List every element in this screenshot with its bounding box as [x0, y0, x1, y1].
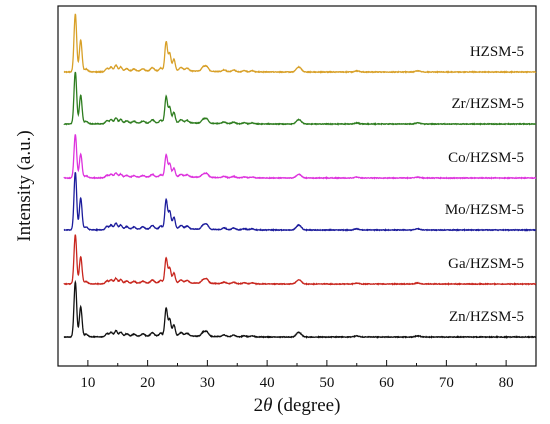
- x-tick-label: 30: [200, 375, 215, 391]
- x-tick-label: 60: [379, 375, 394, 391]
- series-label: Mo/HZSM-5: [445, 202, 524, 218]
- series-line: [63, 234, 537, 286]
- series-labels: HZSM-5 Zr/HZSM-5 Co/HZSM-5 Mo/HZSM-5 Ga/HZSM…: [445, 44, 524, 325]
- x-axis-ticks: 10 20 30 40 50 60 70 80: [57, 360, 537, 391]
- x-axis-label: 2θ (degree): [254, 395, 341, 416]
- series-line: [63, 13, 537, 74]
- x-tick-label: 80: [499, 375, 514, 391]
- x-tick-label: 20: [140, 375, 155, 391]
- x-tick-label: 70: [439, 375, 454, 391]
- series-traces: [63, 13, 537, 339]
- series-label: Zr/HZSM-5: [452, 96, 525, 112]
- x-tick-label: 10: [80, 375, 95, 391]
- series-line: [63, 134, 537, 180]
- series-line: [63, 172, 537, 232]
- series-label: Zn/HZSM-5: [449, 309, 524, 325]
- series-label: Co/HZSM-5: [448, 150, 524, 166]
- y-axis-label: Intensity (a.u.): [14, 130, 35, 241]
- series-line: [63, 279, 536, 339]
- x-tick-label: 50: [319, 375, 334, 391]
- series-label: Ga/HZSM-5: [448, 256, 524, 272]
- x-tick-label: 40: [260, 375, 275, 391]
- series-line: [63, 71, 537, 126]
- series-label: HZSM-5: [470, 44, 524, 60]
